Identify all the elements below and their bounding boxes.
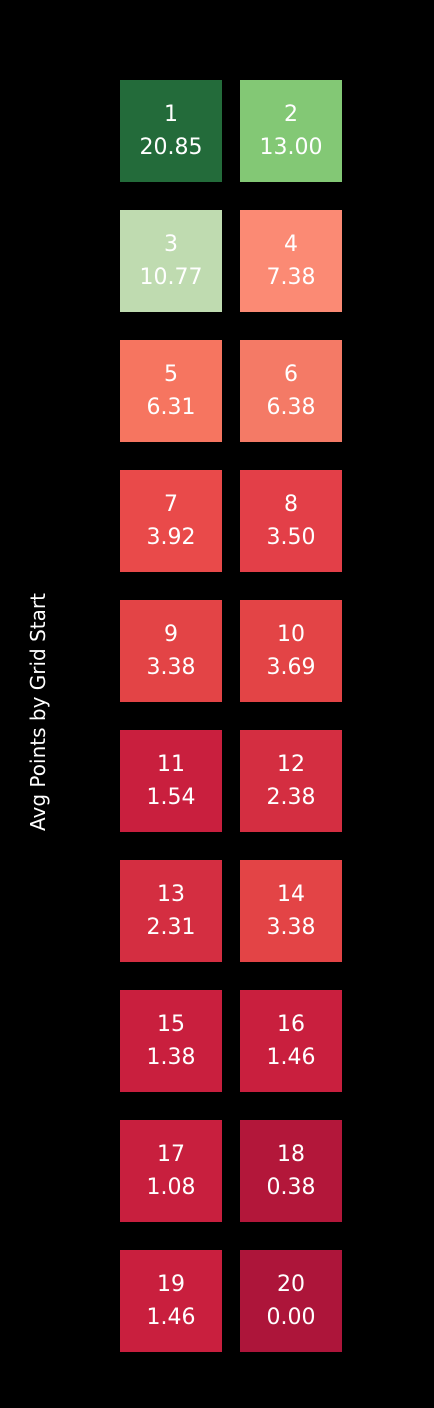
heatmap-cell-3: 310.77 (120, 210, 222, 312)
heatmap-cell-position-label: 1 (164, 102, 178, 127)
heatmap-cell-rect (240, 470, 342, 572)
heatmap-cell-9: 93.38 (120, 600, 222, 702)
heatmap-cell-rect (120, 470, 222, 572)
heatmap-cell-position-label: 15 (157, 1012, 185, 1037)
heatmap-cell-value-label: 6.31 (147, 395, 196, 420)
heatmap-cell-rect (240, 1250, 342, 1352)
heatmap-cell-value-label: 1.08 (147, 1175, 196, 1200)
heatmap-cell-rect (240, 340, 342, 442)
heatmap-cell-value-label: 3.92 (147, 525, 196, 550)
heatmap-cell-value-label: 3.38 (147, 655, 196, 680)
heatmap-cell-19: 191.46 (120, 1250, 222, 1352)
heatmap-cell-value-label: 6.38 (267, 395, 316, 420)
heatmap-cell-rect (120, 860, 222, 962)
heatmap-cell-value-label: 7.38 (267, 265, 316, 290)
heatmap-cell-rect (120, 210, 222, 312)
heatmap-cell-position-label: 6 (284, 362, 298, 387)
heatmap-cell-position-label: 7 (164, 492, 178, 517)
heatmap-cell-position-label: 8 (284, 492, 298, 517)
heatmap-cell-rect (120, 1120, 222, 1222)
heatmap-cell-rect (240, 990, 342, 1092)
heatmap-cell-rect (240, 730, 342, 832)
heatmap-cell-position-label: 3 (164, 232, 178, 257)
heatmap-cell-position-label: 20 (277, 1272, 305, 1297)
heatmap-cell-17: 171.08 (120, 1120, 222, 1222)
heatmap-cell-16: 161.46 (240, 990, 342, 1092)
heatmap-cell-position-label: 14 (277, 882, 305, 907)
heatmap-cell-position-label: 13 (157, 882, 185, 907)
heatmap-cell-rect (120, 340, 222, 442)
heatmap-cell-value-label: 3.50 (267, 525, 316, 550)
heatmap-cell-rect (120, 730, 222, 832)
heatmap-cell-5: 56.31 (120, 340, 222, 442)
heatmap-cell-value-label: 3.69 (267, 655, 316, 680)
heatmap-cell-value-label: 3.38 (267, 915, 316, 940)
heatmap-cell-position-label: 19 (157, 1272, 185, 1297)
heatmap-cell-position-label: 9 (164, 622, 178, 647)
heatmap-cell-rect (120, 600, 222, 702)
heatmap-cell-value-label: 10.77 (140, 265, 203, 290)
heatmap-cell-13: 132.31 (120, 860, 222, 962)
heatmap-cell-value-label: 0.38 (267, 1175, 316, 1200)
heatmap-cell-18: 180.38 (240, 1120, 342, 1222)
heatmap-cell-4: 47.38 (240, 210, 342, 312)
heatmap-cell-12: 122.38 (240, 730, 342, 832)
heatmap-cell-position-label: 17 (157, 1142, 185, 1167)
heatmap-cell-1: 120.85 (120, 80, 222, 182)
heatmap-cell-2: 213.00 (240, 80, 342, 182)
heatmap-cell-6: 66.38 (240, 340, 342, 442)
heatmap-cell-20: 200.00 (240, 1250, 342, 1352)
heatmap-cell-value-label: 1.46 (147, 1305, 196, 1330)
heatmap-cell-value-label: 20.85 (140, 135, 203, 160)
heatmap-cell-value-label: 1.46 (267, 1045, 316, 1070)
heatmap-cell-rect (240, 1120, 342, 1222)
heatmap-cell-rect (240, 860, 342, 962)
heatmap-cell-value-label: 2.38 (267, 785, 316, 810)
heatmap-cell-rect (120, 990, 222, 1092)
heatmap-cell-position-label: 5 (164, 362, 178, 387)
heatmap-cell-value-label: 0.00 (267, 1305, 316, 1330)
heatmap-cell-position-label: 18 (277, 1142, 305, 1167)
heatmap-cell-position-label: 12 (277, 752, 305, 777)
heatmap-cell-value-label: 1.54 (147, 785, 196, 810)
heatmap-cell-rect (240, 80, 342, 182)
heatmap-cell-position-label: 16 (277, 1012, 305, 1037)
heatmap-cell-8: 83.50 (240, 470, 342, 572)
heatmap-cell-value-label: 13.00 (260, 135, 323, 160)
heatmap-cell-15: 151.38 (120, 990, 222, 1092)
heatmap-cell-value-label: 2.31 (147, 915, 196, 940)
heatmap-cell-7: 73.92 (120, 470, 222, 572)
heatmap-cell-position-label: 11 (157, 752, 185, 777)
heatmap-cell-position-label: 2 (284, 102, 298, 127)
heatmap-cell-10: 103.69 (240, 600, 342, 702)
heatmap-cell-rect (120, 80, 222, 182)
heatmap-cell-value-label: 1.38 (147, 1045, 196, 1070)
heatmap-cell-14: 143.38 (240, 860, 342, 962)
heatmap-cell-rect (240, 210, 342, 312)
heatmap-cell-position-label: 4 (284, 232, 298, 257)
heatmap-cell-11: 111.54 (120, 730, 222, 832)
heatmap-cell-rect (240, 600, 342, 702)
heatmap-cell-position-label: 10 (277, 622, 305, 647)
heatmap-cell-rect (120, 1250, 222, 1352)
